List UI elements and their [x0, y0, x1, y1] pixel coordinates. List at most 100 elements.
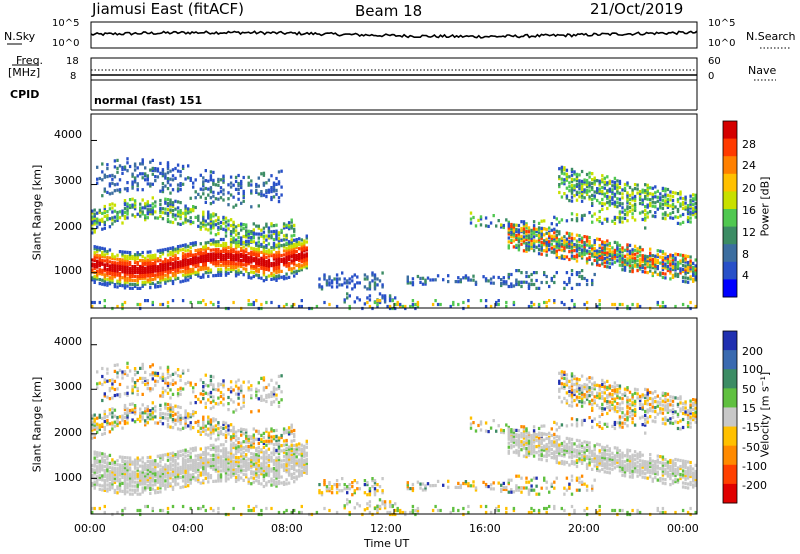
power-cell — [671, 206, 675, 210]
power-cell — [507, 272, 510, 277]
velocity-cell — [136, 417, 139, 421]
velocity-cell — [207, 464, 210, 468]
velocity-cell — [139, 411, 142, 415]
power-cell — [606, 251, 609, 255]
power-cell — [606, 261, 609, 265]
velocity-cell — [277, 461, 281, 466]
velocity-cell — [207, 476, 210, 480]
power-cell — [676, 272, 680, 276]
velocity-cell — [234, 467, 238, 471]
power-cell — [638, 192, 642, 196]
power-cell — [103, 173, 106, 177]
power-cell — [212, 182, 215, 186]
power-cell — [262, 234, 266, 238]
power-cell — [580, 199, 584, 203]
power-cell — [626, 245, 629, 249]
power-cell — [661, 258, 665, 262]
velocity-cell — [139, 464, 142, 468]
power-cell — [151, 257, 154, 262]
power-cell — [128, 282, 132, 286]
power-cell — [146, 212, 149, 216]
power-cell — [141, 250, 144, 255]
power-cell — [131, 184, 134, 188]
power-cell — [694, 193, 697, 197]
power-cell — [411, 304, 415, 309]
power-cell — [184, 271, 187, 275]
power-cell — [287, 262, 291, 266]
power-cell — [553, 249, 556, 253]
velocity-cell — [154, 489, 157, 493]
power-cell — [260, 232, 263, 236]
velocity-cell — [285, 438, 288, 443]
velocity-cell — [149, 475, 152, 479]
power-cell — [674, 215, 677, 219]
velocity-cell — [209, 476, 213, 480]
velocity-cell — [169, 405, 172, 409]
power-cell — [318, 285, 321, 289]
power-cell — [601, 246, 604, 250]
velocity-cell — [128, 410, 132, 415]
power-cell — [240, 249, 243, 253]
power-cell — [166, 167, 170, 171]
velocity-cell — [247, 436, 250, 441]
velocity-cell — [280, 444, 283, 448]
power-cell — [633, 183, 637, 187]
velocity-cell — [229, 461, 233, 465]
power-cell — [245, 223, 248, 227]
velocity-cell — [224, 435, 228, 439]
velocity-cell — [171, 420, 175, 424]
power-cell — [181, 279, 185, 283]
power-cell — [234, 270, 238, 274]
power-cell — [151, 254, 154, 258]
power-cell — [298, 257, 301, 261]
power-cell — [346, 296, 349, 300]
power-cell — [381, 271, 384, 275]
power-cell — [113, 189, 117, 193]
power-cell — [257, 258, 260, 262]
power-cell — [669, 263, 672, 267]
power-cell — [118, 275, 122, 279]
velocity-cell — [240, 433, 243, 437]
power-cell — [285, 264, 288, 268]
power-cell — [616, 187, 619, 191]
velocity-cell — [149, 491, 152, 495]
power-cell — [108, 260, 112, 264]
power-cell — [118, 265, 122, 270]
velocity-cell — [242, 478, 245, 482]
power-cell — [146, 210, 149, 214]
velocity-cell — [98, 413, 101, 417]
power-cell — [459, 278, 462, 282]
power-cell — [671, 210, 675, 214]
velocity-cell — [257, 451, 260, 455]
velocity-cell — [184, 464, 187, 468]
power-cell — [689, 202, 692, 206]
power-cell — [250, 250, 253, 254]
power-cell — [166, 265, 170, 269]
power-cell — [689, 200, 692, 204]
power-cell — [633, 196, 637, 201]
velocity-cell — [161, 465, 165, 469]
power-cell — [181, 273, 185, 277]
velocity-cell — [187, 414, 190, 418]
velocity-cell — [199, 455, 202, 459]
power-cell — [692, 267, 695, 271]
power-cell — [555, 235, 558, 239]
velocity-cell — [166, 480, 170, 484]
velocity-cell — [96, 416, 99, 420]
velocity-cell — [293, 462, 296, 466]
power-cell — [593, 254, 596, 258]
power-cell — [91, 209, 94, 213]
velocity-cell — [214, 455, 218, 459]
power-cell — [616, 259, 619, 263]
velocity-cell — [111, 427, 114, 431]
power-cell — [174, 253, 177, 257]
velocity-cell — [252, 454, 255, 458]
power-cell — [548, 234, 551, 238]
power-cell — [121, 268, 124, 272]
power-cell — [199, 256, 202, 260]
power-cell — [628, 193, 632, 197]
power-cell — [580, 193, 584, 197]
power-cell — [204, 257, 207, 261]
power-cell — [661, 267, 665, 272]
velocity-cell — [118, 487, 122, 491]
